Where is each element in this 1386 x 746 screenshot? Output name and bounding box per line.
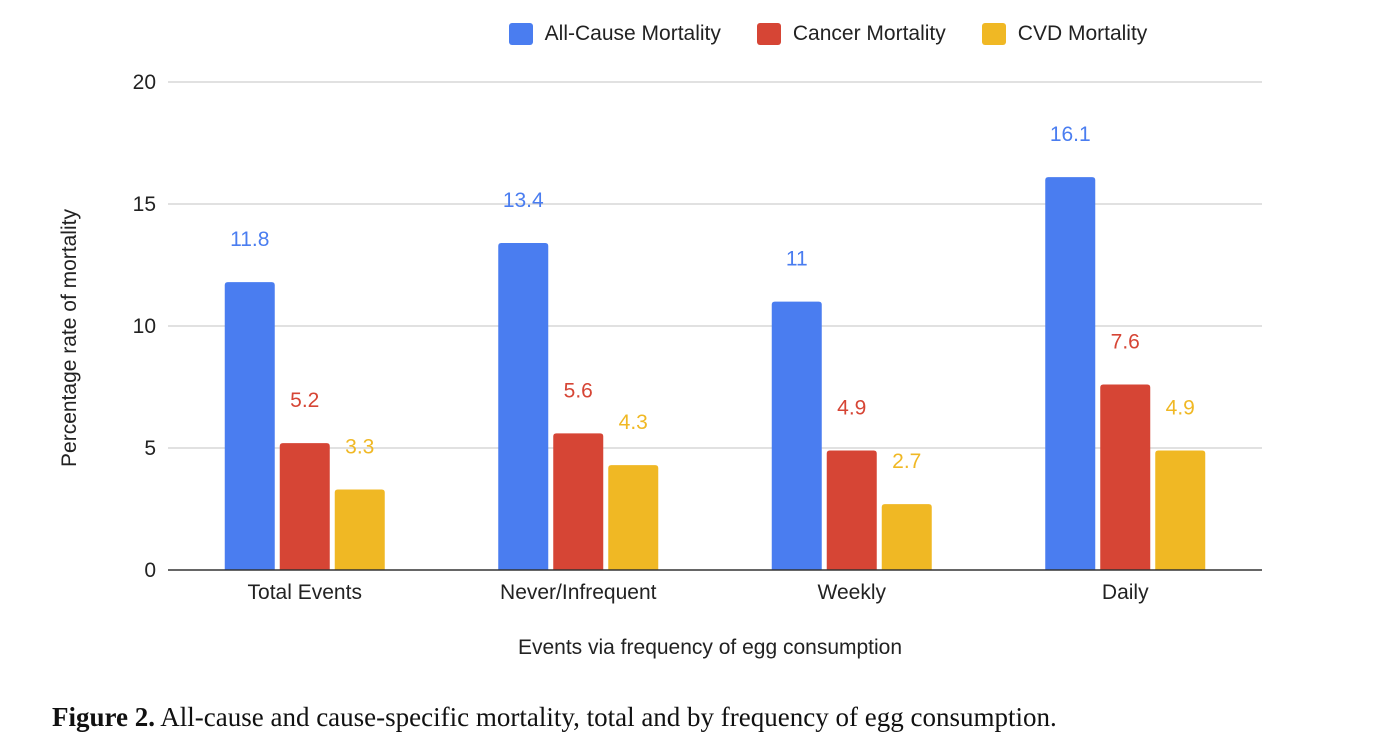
bar bbox=[771, 301, 822, 570]
y-tick-label: 5 bbox=[144, 437, 156, 460]
legend-item-all-cause: All-Cause Mortality bbox=[508, 22, 721, 46]
legend-swatch-cvd bbox=[981, 23, 1006, 45]
chart-legend: All-Cause Mortality Cancer Mortality CVD… bbox=[0, 22, 1386, 46]
bar bbox=[1100, 384, 1151, 570]
x-tick-label: Total Events bbox=[248, 581, 362, 604]
y-axis-label: Percentage rate of mortality bbox=[58, 209, 81, 467]
data-label: 5.6 bbox=[564, 379, 593, 402]
data-label: 4.9 bbox=[1166, 396, 1195, 419]
bar bbox=[498, 243, 549, 571]
y-tick-label: 20 bbox=[133, 71, 156, 94]
x-tick-label: Never/Infrequent bbox=[500, 581, 657, 604]
data-label: 4.3 bbox=[619, 411, 648, 434]
legend-label-cvd: CVD Mortality bbox=[1017, 22, 1148, 45]
data-label: 3.3 bbox=[345, 435, 374, 458]
data-label: 11 bbox=[786, 248, 808, 271]
bar bbox=[1155, 450, 1206, 570]
bar bbox=[826, 450, 877, 570]
bar bbox=[224, 282, 275, 570]
x-tick-label: Weekly bbox=[818, 581, 887, 604]
legend-item-cancer: Cancer Mortality bbox=[756, 22, 946, 46]
y-tick-label: 10 bbox=[133, 315, 156, 338]
figure-caption-text: All-cause and cause-specific mortality, … bbox=[160, 702, 1057, 732]
bar bbox=[334, 489, 385, 570]
legend-swatch-cancer bbox=[756, 23, 781, 45]
data-label: 7.6 bbox=[1111, 331, 1140, 354]
legend-item-cvd: CVD Mortality bbox=[981, 22, 1148, 46]
y-tick-label: 0 bbox=[144, 559, 156, 582]
bar bbox=[608, 465, 659, 570]
data-label: 16.1 bbox=[1050, 123, 1091, 146]
bar bbox=[279, 443, 330, 570]
bar bbox=[1045, 177, 1096, 570]
y-tick-label: 15 bbox=[133, 193, 156, 216]
data-label: 13.4 bbox=[503, 189, 544, 212]
data-label: 4.9 bbox=[837, 396, 866, 419]
data-label: 2.7 bbox=[892, 450, 921, 473]
legend-label-cancer: Cancer Mortality bbox=[792, 22, 946, 45]
x-tick-label: Daily bbox=[1102, 581, 1149, 604]
data-label: 11.8 bbox=[230, 228, 269, 251]
legend-swatch-all-cause bbox=[508, 23, 533, 45]
x-axis-label: Events via frequency of egg consumption bbox=[517, 636, 903, 659]
legend-label-all-cause: All-Cause Mortality bbox=[544, 22, 721, 45]
bar bbox=[881, 504, 932, 570]
figure-caption-label: Figure 2. bbox=[52, 702, 155, 732]
figure-caption: Figure 2. All-cause and cause-specific m… bbox=[52, 702, 1057, 733]
bar bbox=[553, 433, 604, 570]
data-label: 5.2 bbox=[290, 389, 319, 412]
